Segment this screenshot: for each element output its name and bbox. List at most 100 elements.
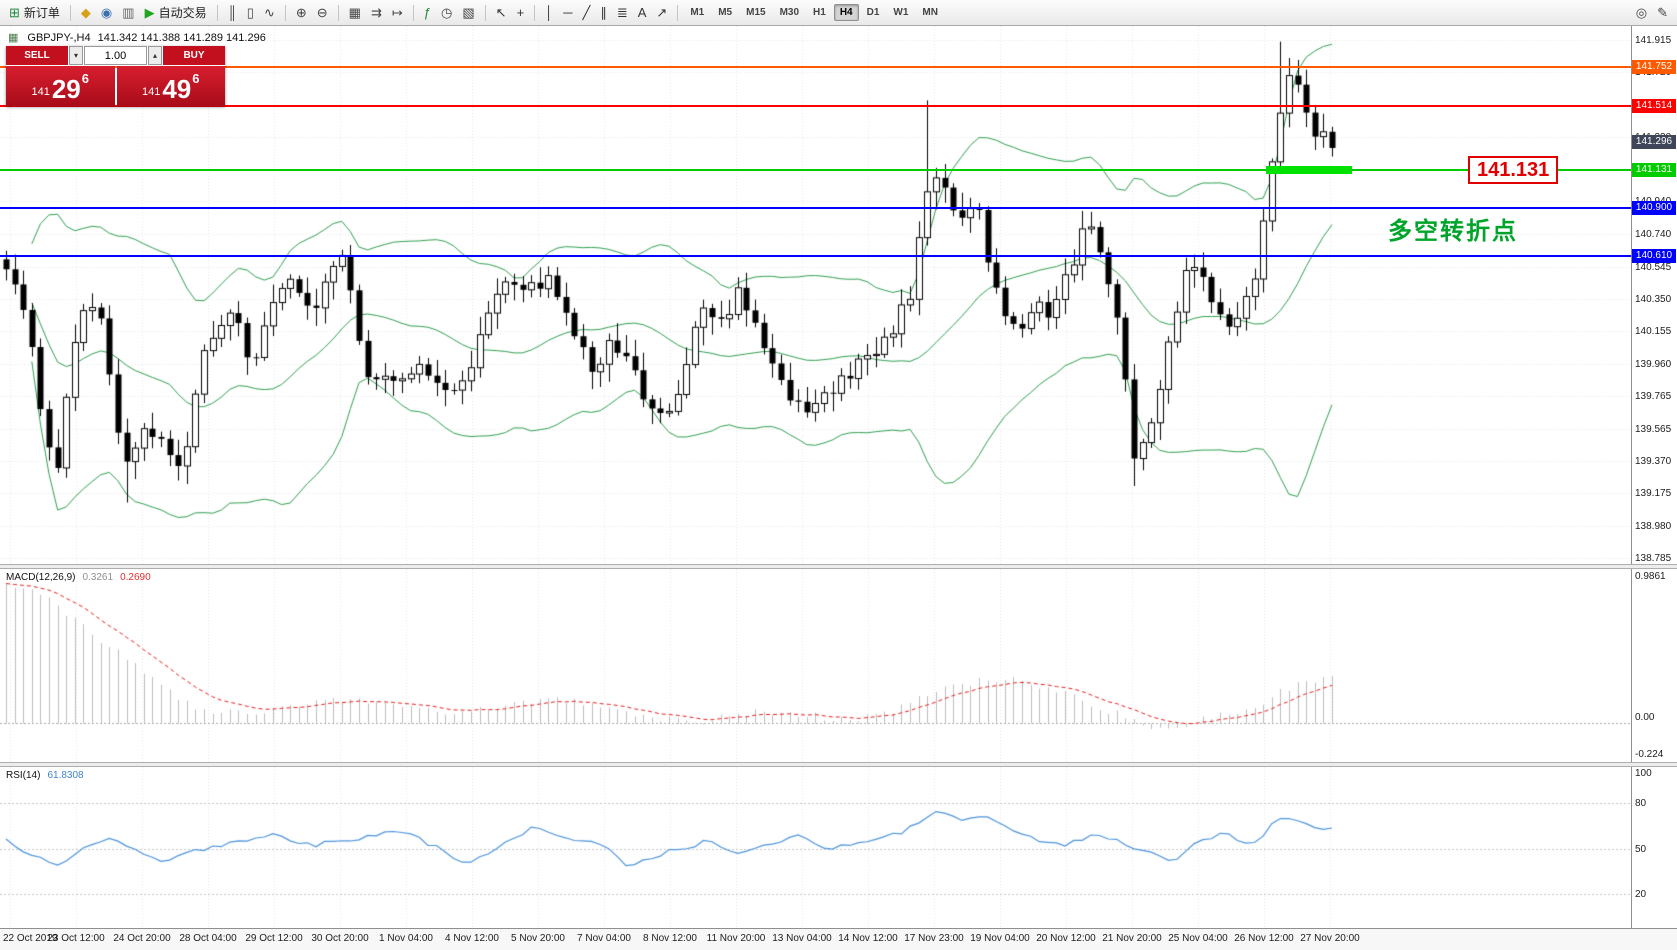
macd-max-label: 0.9861 — [1635, 571, 1666, 582]
volume-decrease-button[interactable]: ▾ — [69, 46, 83, 65]
fibonacci-icon[interactable]: ≣ — [612, 3, 633, 22]
time-axis-label: 22 Oct 2019 — [3, 933, 58, 944]
new-order-button[interactable]: ⊞ 新订单 — [4, 1, 65, 24]
arrows-icon[interactable]: ↗ — [651, 3, 672, 22]
timeframe-w1-button[interactable]: W1 — [893, 7, 909, 18]
search-icon[interactable]: ◎ — [1631, 3, 1652, 22]
sell-button[interactable]: SELL — [6, 46, 68, 65]
price-tag-141.514: 141.514 — [1632, 99, 1676, 114]
time-axis-label: 28 Oct 04:00 — [179, 933, 237, 944]
edit-icon[interactable]: ✎ — [1652, 3, 1673, 22]
chart-shift-icon[interactable]: ↦ — [387, 3, 408, 22]
layouts-icon[interactable]: ◆ — [76, 3, 96, 22]
buy-price-prefix: 141 — [141, 86, 161, 98]
toolbar: ⊞ 新订单 ◆ ◉ ▥ ▶ 自动交易 ║ ▯ ∿ ⊕ ⊖ ▦ ⇉ ↦ ƒ ◷ ▧ ↖ + │ ─ ╱ ∥ ≣ A ↗ M1 M5 M15 M… — [0, 0, 1677, 26]
main-price-chart[interactable] — [0, 26, 1631, 564]
vertical-line-icon[interactable]: │ — [540, 3, 558, 22]
macd-main-value: 0.3261 — [82, 572, 114, 583]
buy-button[interactable]: BUY — [163, 46, 225, 65]
timeframe-h1-button[interactable]: H1 — [813, 7, 826, 18]
chart-icon: ▦ — [8, 32, 19, 44]
price-level-line-141.131[interactable] — [0, 168, 1631, 171]
price-axis-tick: 138.785 — [1635, 553, 1672, 564]
channel-icon: ∥ — [600, 5, 607, 20]
timeframe-mn-button[interactable]: MN — [922, 7, 938, 18]
timeframe-m1-button[interactable]: M1 — [690, 7, 705, 18]
tile-windows-icon[interactable]: ▦ — [344, 3, 366, 22]
time-axis-label: 14 Nov 12:00 — [838, 933, 898, 944]
time-axis-label: 4 Nov 12:00 — [445, 933, 499, 944]
volume-input[interactable] — [84, 46, 147, 65]
price-tag-141.131: 141.131 — [1632, 162, 1676, 177]
macd-min-label: -0.224 — [1635, 749, 1664, 760]
crosshair-icon: + — [516, 5, 525, 20]
candlestick-chart-icon: ▯ — [246, 5, 254, 20]
cursor-icon: ↖ — [495, 5, 507, 20]
macd-indicator-pane[interactable] — [0, 569, 1631, 762]
bar-chart-icon[interactable]: ║ — [223, 3, 242, 22]
rsi-value: 61.8308 — [47, 770, 84, 781]
arrows-icon: ↗ — [656, 5, 668, 20]
rsi-level-label-50: 50 — [1635, 843, 1647, 855]
toolbar-separator — [337, 4, 339, 21]
zoom-out-icon: ⊖ — [316, 5, 328, 20]
crosshair-icon[interactable]: + — [512, 3, 530, 22]
toolbar-separator — [484, 4, 486, 21]
market-watch-icon[interactable]: ◉ — [96, 3, 117, 22]
pane-separator[interactable] — [0, 564, 1677, 569]
price-level-line-140.610[interactable] — [0, 254, 1631, 257]
price-axis-tick: 138.980 — [1635, 520, 1672, 532]
periods-icon[interactable]: ◷ — [436, 3, 457, 22]
time-axis-label: 5 Nov 20:00 — [511, 933, 565, 944]
rsi-max-label: 100 — [1635, 768, 1652, 779]
fibonacci-icon: ≣ — [616, 5, 628, 20]
time-axis-label: 26 Nov 12:00 — [1234, 933, 1294, 944]
timeframe-m15-button[interactable]: M15 — [746, 7, 766, 18]
price-callout-label[interactable]: 141.131 — [1468, 156, 1559, 184]
price-axis-tick: 140.545 — [1635, 261, 1672, 273]
level-highlight-segment[interactable] — [1265, 165, 1352, 174]
buy-price-button[interactable]: 141 49 6 — [116, 66, 225, 106]
volume-increase-button[interactable]: ▴ — [148, 46, 162, 65]
price-axis-tick: 139.765 — [1635, 390, 1672, 402]
terminal-icon[interactable]: ▥ — [117, 3, 139, 22]
text-icon[interactable]: A — [633, 3, 652, 22]
zoom-out-icon[interactable]: ⊖ — [312, 3, 333, 22]
timeframe-m5-button[interactable]: M5 — [718, 7, 733, 18]
price-axis-tick: 139.565 — [1635, 423, 1672, 435]
pane-separator[interactable] — [0, 762, 1677, 767]
price-axis-tick: 140.350 — [1635, 294, 1672, 305]
macd-signal-value: 0.2690 — [120, 572, 151, 583]
cursor-icon[interactable]: ↖ — [491, 3, 512, 22]
price-level-line-141.752[interactable] — [0, 65, 1631, 68]
rsi-indicator-pane[interactable] — [0, 767, 1631, 928]
line-chart-icon[interactable]: ∿ — [259, 3, 280, 22]
sell-price-button[interactable]: 141 29 6 — [6, 66, 115, 106]
autotrading-button[interactable]: ▶ 自动交易 — [140, 1, 212, 24]
auto-scroll-icon[interactable]: ⇉ — [366, 3, 387, 22]
ohlc-values: 141.342 141.388 141.289 141.296 — [97, 31, 266, 44]
candlestick-chart-icon[interactable]: ▯ — [242, 3, 259, 22]
templates-icon: ▧ — [462, 5, 475, 20]
bid-price-tag: 141.296 — [1632, 135, 1676, 150]
templates-icon[interactable]: ▧ — [457, 3, 479, 22]
timeframe-h4-button[interactable]: H4 — [833, 4, 859, 21]
horizontal-line-icon[interactable]: ─ — [558, 3, 577, 22]
price-level-line-140.900[interactable] — [0, 206, 1631, 209]
search-icon: ◎ — [1635, 5, 1648, 20]
time-axis-label: 21 Nov 20:00 — [1102, 933, 1162, 944]
time-axis-label: 19 Nov 04:00 — [970, 933, 1030, 944]
macd-header: MACD(12,26,9) 0.3261 0.2690 — [6, 572, 151, 583]
trendline-icon[interactable]: ╱ — [578, 3, 596, 22]
zoom-in-icon[interactable]: ⊕ — [291, 3, 312, 22]
toolbar-separator — [412, 4, 414, 21]
channel-icon[interactable]: ∥ — [595, 3, 612, 22]
price-level-line-141.514[interactable] — [0, 105, 1631, 108]
vertical-line-icon: │ — [545, 5, 554, 20]
timeframe-d1-button[interactable]: D1 — [866, 7, 880, 18]
horizontal-line-icon: ─ — [563, 5, 573, 20]
time-axis-label: 17 Nov 23:00 — [904, 933, 964, 944]
buy-price-sup: 6 — [192, 71, 200, 86]
timeframe-m30-button[interactable]: M30 — [779, 7, 800, 18]
indicators-icon[interactable]: ƒ — [419, 3, 436, 22]
